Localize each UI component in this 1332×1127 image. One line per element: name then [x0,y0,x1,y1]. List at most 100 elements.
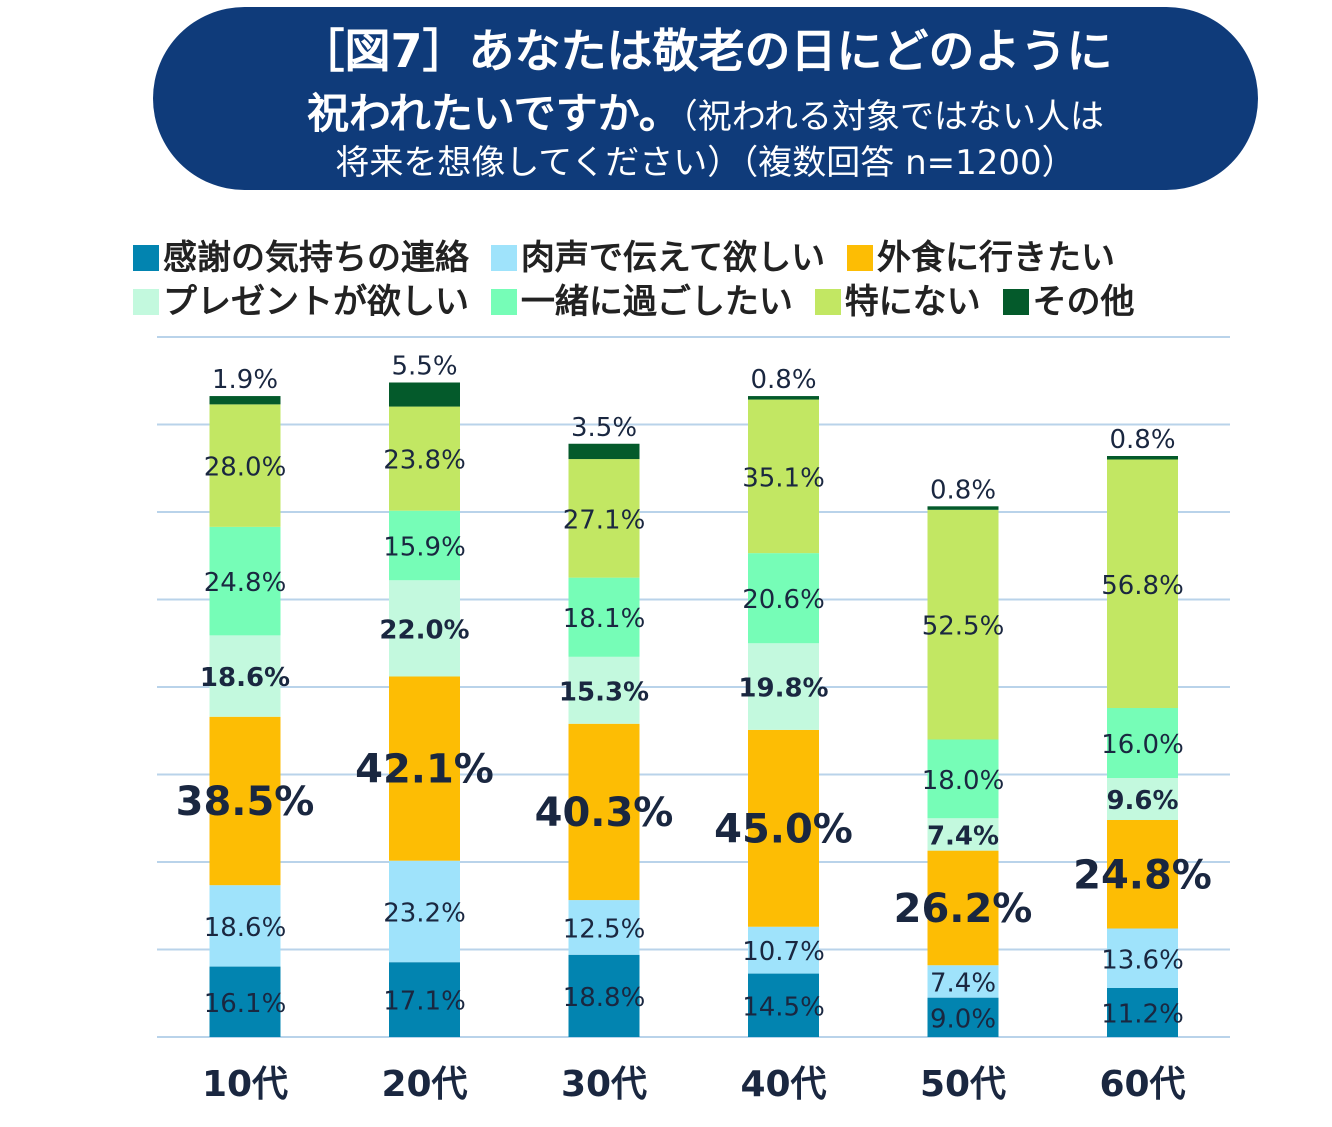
data-label: 11.2% [1101,1000,1184,1030]
bar-segment [389,406,460,511]
bar-segment [748,553,819,644]
legend-swatch [1002,289,1029,315]
data-label: 12.5% [563,914,646,944]
data-label: 42.1% [355,747,494,793]
bar-segment [389,676,460,861]
bar-segment [209,404,281,527]
data-label: 22.0% [379,615,469,645]
legend-item-voice: 肉声で伝えて欲しい [490,236,825,280]
bar-segment [1107,988,1178,1037]
legend-item-together: 一緒に過ごしたい [490,280,793,324]
data-label: 7.4% [927,821,999,851]
data-label: 26.2% [894,886,1033,932]
legend-row-1: 感謝の気持ちの連絡 肉声で伝えて欲しい 外食に行きたい [133,236,1125,280]
bar-segment [568,900,640,955]
bar-segment [748,926,819,974]
title-line-3: 将来を想像してください）（複数回答 n=1200） [335,143,1076,183]
bar-segment [1107,928,1178,988]
data-label: 16.0% [1101,730,1184,760]
legend-item-other: その他 [1002,280,1135,324]
data-label: 0.8% [1109,425,1175,455]
data-label: 3.5% [571,413,637,443]
bar-segment [389,382,460,407]
data-label: 9.0% [930,1004,996,1034]
bar-segment [1107,820,1178,929]
bar-segment [927,850,999,966]
data-label: 14.5% [742,992,825,1022]
data-label: 10.7% [742,937,825,967]
bar-segment [927,818,999,851]
data-label: 40.3% [535,790,674,836]
bar-segment [1107,459,1178,708]
title-line-2-bold: 祝われたいですか。 [306,89,681,138]
bar-segment [748,399,819,554]
legend-item-thanks: 感謝の気持ちの連絡 [133,236,469,280]
chart-title-banner: ［図7］あなたは敬老の日にどのように 祝われたいですか。（祝われる対象ではない人… [153,7,1258,190]
data-label: 56.8% [1101,571,1184,601]
bar-segment [209,396,281,405]
data-label: 24.8% [204,568,287,598]
legend-swatch [490,289,517,315]
bar-segment [748,973,819,1037]
bar-segment [389,962,460,1037]
bar-segment [389,510,460,581]
bar-segment [927,965,999,998]
data-label: 15.9% [383,532,466,562]
title-line-2: 祝われたいですか。（祝われる対象ではない人は [153,87,1258,150]
category-label: 50代 [920,1064,1006,1105]
bar-segment [927,509,999,740]
bar-segment [568,954,640,1037]
legend-row-2: プレゼントが欲しい 一緒に過ごしたい 特にない その他 [133,280,1145,324]
category-label: 20代 [381,1064,467,1105]
data-label: 20.6% [742,585,825,615]
bar-segment [568,723,640,901]
bar-segment [568,443,640,460]
data-label: 19.8% [738,674,828,704]
data-label: 18.6% [204,913,287,943]
category-label: 60代 [1099,1064,1185,1105]
bar-segment [568,656,640,724]
legend-item-nothing: 特にない [814,280,981,324]
bar-segment [209,966,281,1037]
data-label: 35.1% [742,463,825,493]
title-line-1: ［図7］あなたは敬老の日にどのように [298,24,1113,78]
bar-segment [389,580,460,677]
bar-segment [748,729,819,927]
data-label: 5.5% [391,352,457,382]
data-label: 38.5% [176,779,315,825]
legend-swatch [490,245,517,271]
data-label: 1.9% [212,365,278,395]
legend-swatch [133,245,159,271]
data-label: 13.6% [1101,945,1184,975]
bar-segment [209,526,281,636]
bar-segment [748,643,819,730]
bar-segment [1107,456,1178,460]
bar-segment [927,739,999,819]
legend-swatch [847,245,873,271]
data-label: 52.5% [922,612,1005,642]
data-label: 9.6% [1106,786,1178,816]
bar-segment [1107,708,1178,778]
data-label: 45.0% [714,806,853,852]
bar-segment [1107,778,1178,820]
data-label: 23.2% [383,898,466,928]
bar-segment [927,506,999,510]
data-label: 18.1% [563,604,646,634]
data-label: 23.8% [383,446,466,476]
data-label: 7.4% [930,968,996,998]
category-label: 40代 [740,1064,826,1105]
data-label: 18.6% [200,663,290,693]
data-label: 18.0% [922,766,1005,796]
bar-segment [927,997,999,1037]
title-line-2-rest: （祝われる対象ではない人は [680,97,1105,137]
legend-swatch [133,289,159,315]
bar-segment [568,459,640,578]
legend-item-dining: 外食に行きたい [847,236,1115,280]
data-label: 24.8% [1073,852,1212,898]
bar-segment [748,396,819,400]
data-label: 0.8% [930,475,996,505]
data-label: 0.8% [750,365,816,395]
data-label: 18.8% [563,983,646,1013]
bar-segment [209,716,281,886]
